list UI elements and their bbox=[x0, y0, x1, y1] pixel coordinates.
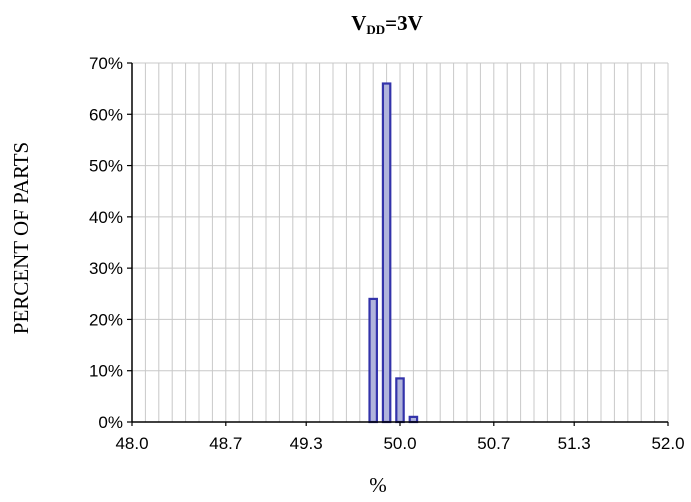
x-axis-label: % bbox=[369, 473, 387, 497]
grid bbox=[131, 62, 669, 423]
x-tick-label: 48.7 bbox=[209, 434, 242, 453]
x-tick-label: 50.0 bbox=[383, 434, 416, 453]
axes bbox=[127, 62, 669, 426]
x-tick-label: 51.3 bbox=[558, 434, 591, 453]
bar bbox=[395, 377, 405, 424]
y-tick-label: 20% bbox=[89, 310, 123, 329]
x-tick-labels: 48.0 48.7 49.3 50.0 50.7 51.3 52.0 bbox=[115, 434, 684, 453]
x-tick-label: 50.7 bbox=[477, 434, 510, 453]
y-axis-label: PERCENT OF PARTS bbox=[9, 142, 33, 334]
bar bbox=[368, 297, 378, 424]
x-tick-label: 48.0 bbox=[115, 434, 148, 453]
y-tick-labels: 0% 10% 20% 30% 40% 50% 60% 70% bbox=[89, 54, 123, 432]
bars bbox=[368, 82, 419, 424]
y-tick-label: 10% bbox=[89, 362, 123, 381]
chart-title: VDD=3V bbox=[351, 11, 423, 37]
y-tick-label: 50% bbox=[89, 157, 123, 176]
y-tick-label: 30% bbox=[89, 259, 123, 278]
y-tick-label: 0% bbox=[98, 413, 123, 432]
x-tick-label: 49.3 bbox=[290, 434, 323, 453]
y-tick-label: 70% bbox=[89, 54, 123, 73]
y-tick-label: 40% bbox=[89, 208, 123, 227]
y-tick-label: 60% bbox=[89, 105, 123, 124]
x-tick-label: 52.0 bbox=[651, 434, 684, 453]
bar bbox=[408, 415, 419, 424]
bar bbox=[381, 82, 392, 424]
